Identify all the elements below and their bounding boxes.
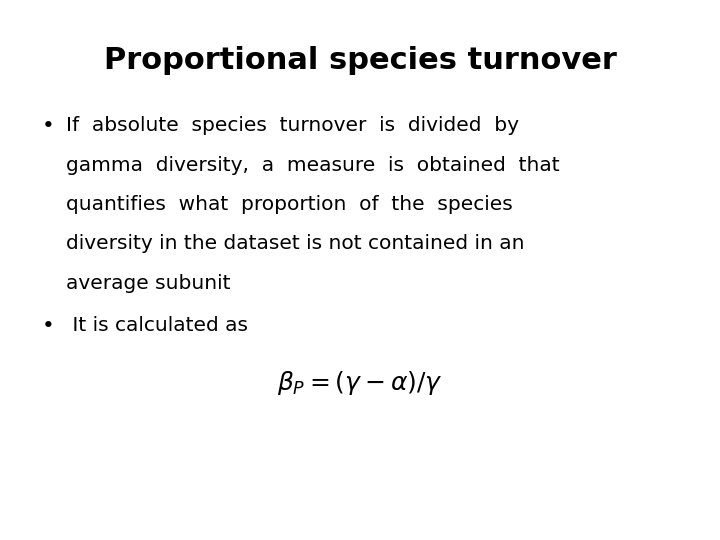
Text: If  absolute  species  turnover  is  divided  by: If absolute species turnover is divided … bbox=[66, 116, 519, 135]
Text: •: • bbox=[42, 116, 55, 136]
Text: It is calculated as: It is calculated as bbox=[66, 316, 248, 335]
Text: $\beta_P = (\gamma - \alpha)/\gamma$: $\beta_P = (\gamma - \alpha)/\gamma$ bbox=[277, 369, 443, 397]
Text: gamma  diversity,  a  measure  is  obtained  that: gamma diversity, a measure is obtained t… bbox=[66, 156, 560, 174]
Text: diversity in the dataset is not contained in an: diversity in the dataset is not containe… bbox=[66, 234, 525, 253]
Text: average subunit: average subunit bbox=[66, 274, 230, 293]
Text: quantifies  what  proportion  of  the  species: quantifies what proportion of the specie… bbox=[66, 195, 513, 214]
Text: Proportional species turnover: Proportional species turnover bbox=[104, 46, 616, 75]
Text: •: • bbox=[42, 316, 55, 336]
